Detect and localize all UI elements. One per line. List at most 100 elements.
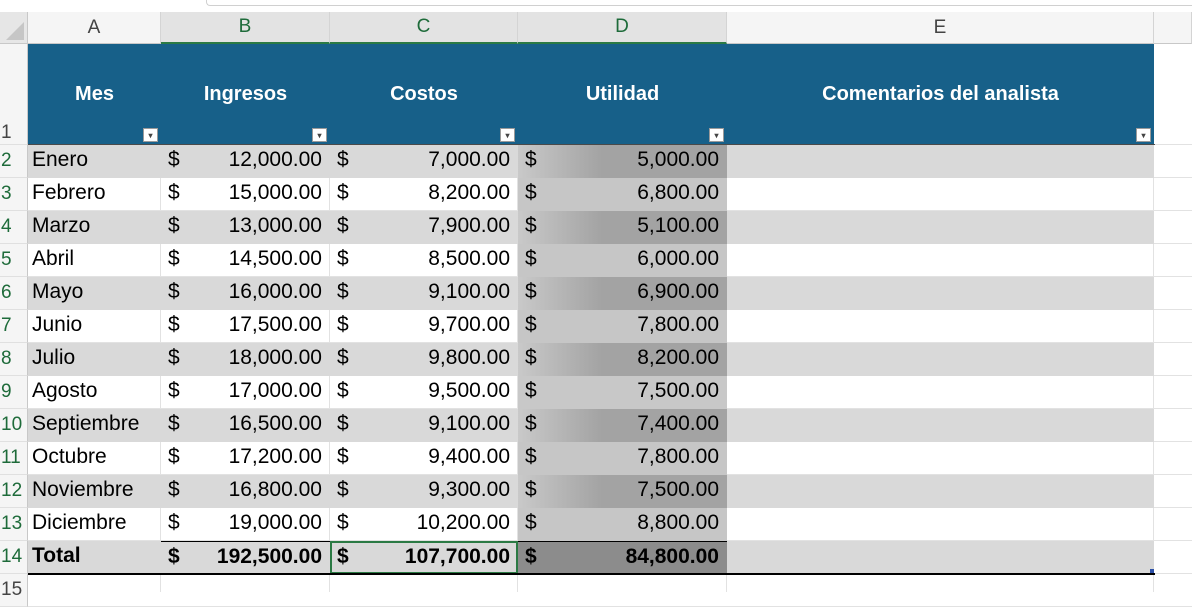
column-header-f[interactable] [1154,12,1192,44]
column-header-a[interactable]: A [28,12,161,44]
cell-costos[interactable]: $9,400.00 [330,442,518,475]
cell-costos[interactable]: $9,800.00 [330,343,518,376]
cell-comentarios[interactable] [727,145,1154,178]
cell-mes[interactable]: Mayo [28,277,161,310]
cell-comentarios[interactable] [727,508,1154,541]
cell-ingresos[interactable]: $13,000.00 [161,211,330,244]
cell-comentarios[interactable] [727,376,1154,409]
cell-utilidad[interactable]: $7,500.00 [518,376,727,409]
cell-utilidad[interactable]: $7,500.00 [518,475,727,508]
cell-ingresos[interactable]: $15,000.00 [161,178,330,211]
cell-mes[interactable]: Octubre [28,442,161,475]
cell-comentarios[interactable] [727,343,1154,376]
row-header-7[interactable]: 7 [0,310,28,343]
cell-comentarios[interactable] [727,409,1154,442]
row-header-13[interactable]: 13 [0,508,28,541]
filter-dropdown-icon[interactable]: ▾ [1136,128,1151,142]
cell-mes[interactable]: Noviembre [28,475,161,508]
cell-ingresos[interactable]: $16,500.00 [161,409,330,442]
table-resize-handle-icon[interactable] [1150,569,1154,573]
cell-mes[interactable]: Enero [28,145,161,178]
cell-comentarios[interactable] [727,310,1154,343]
cell-ingresos[interactable]: $19,000.00 [161,508,330,541]
cell-utilidad[interactable]: $5,000.00 [518,145,727,178]
cell-mes[interactable]: Total [28,541,161,574]
cell-utilidad[interactable]: $84,800.00 [518,541,727,574]
cell-utilidad[interactable]: $8,200.00 [518,343,727,376]
cell-mes[interactable]: Febrero [28,178,161,211]
cell-mes[interactable]: Diciembre [28,508,161,541]
column-header-c[interactable]: C [330,12,518,44]
table-header-mes[interactable]: Mes ▾ [28,44,161,145]
row-header-11[interactable]: 11 [0,442,28,475]
cell-ingresos[interactable]: $17,200.00 [161,442,330,475]
cell-ingresos[interactable]: $12,000.00 [161,145,330,178]
cell-mes[interactable]: Abril [28,244,161,277]
cell-costos[interactable]: $10,200.00 [330,508,518,541]
row-header-3[interactable]: 3 [0,178,28,211]
table-header-utilidad[interactable]: Utilidad ▾ [518,44,727,145]
amount-utilidad: 5,100.00 [637,214,719,237]
filter-dropdown-icon[interactable]: ▾ [709,128,724,142]
row-header-6[interactable]: 6 [0,277,28,310]
cell-costos[interactable]: $9,500.00 [330,376,518,409]
cell-utilidad[interactable]: $7,400.00 [518,409,727,442]
cell-comentarios[interactable] [727,178,1154,211]
cell-costos[interactable]: $8,500.00 [330,244,518,277]
cell-costos[interactable]: $7,000.00 [330,145,518,178]
row-header-8[interactable]: 8 [0,343,28,376]
cell-utilidad[interactable]: $6,800.00 [518,178,727,211]
row-header-9[interactable]: 9 [0,376,28,409]
cell-comentarios[interactable] [727,541,1154,574]
cell-utilidad[interactable]: $7,800.00 [518,310,727,343]
row-header-12[interactable]: 12 [0,475,28,508]
table-header-comentarios[interactable]: Comentarios del analista ▾ [727,44,1154,145]
cell-comentarios[interactable] [727,277,1154,310]
column-header-b[interactable]: B [161,12,330,44]
cell-ingresos[interactable]: $14,500.00 [161,244,330,277]
cell-ingresos[interactable]: $192,500.00 [161,541,330,574]
column-header-e[interactable]: E [727,12,1154,44]
cell-ingresos[interactable]: $16,000.00 [161,277,330,310]
cell-mes[interactable]: Julio [28,343,161,376]
formula-bar[interactable] [206,0,1192,6]
filter-dropdown-icon[interactable]: ▾ [143,128,158,142]
cell-utilidad[interactable]: $6,000.00 [518,244,727,277]
cell-comentarios[interactable] [727,244,1154,277]
cell-utilidad[interactable]: $5,100.00 [518,211,727,244]
cell-comentarios[interactable] [727,442,1154,475]
cell-ingresos[interactable]: $18,000.00 [161,343,330,376]
column-header-d[interactable]: D [518,12,727,44]
cell-mes[interactable]: Marzo [28,211,161,244]
table-header-ingresos[interactable]: Ingresos ▾ [161,44,330,145]
cell-costos[interactable]: $9,300.00 [330,475,518,508]
cell-utilidad[interactable]: $7,800.00 [518,442,727,475]
cell-costos[interactable]: $9,100.00 [330,277,518,310]
cell-comentarios[interactable] [727,475,1154,508]
row-header-14[interactable]: 14 [0,541,28,574]
filter-dropdown-icon[interactable]: ▾ [500,128,515,142]
cell-costos[interactable]: $7,900.00 [330,211,518,244]
cell-mes[interactable]: Agosto [28,376,161,409]
row-header-4[interactable]: 4 [0,211,28,244]
row-header-5[interactable]: 5 [0,244,28,277]
cell-ingresos[interactable]: $17,500.00 [161,310,330,343]
cell-comentarios[interactable] [727,211,1154,244]
cell-mes[interactable]: Junio [28,310,161,343]
cell-utilidad[interactable]: $6,900.00 [518,277,727,310]
table-header-costos[interactable]: Costos ▾ [330,44,518,145]
cell-costos[interactable]: $8,200.00 [330,178,518,211]
cell-mes[interactable]: Septiembre [28,409,161,442]
cell-utilidad[interactable]: $8,800.00 [518,508,727,541]
cell-ingresos[interactable]: $16,800.00 [161,475,330,508]
row-header-1[interactable]: 1 [0,44,28,145]
cell-ingresos[interactable]: $17,000.00 [161,376,330,409]
row-header-15[interactable]: 15 [0,574,28,607]
row-header-10[interactable]: 10 [0,409,28,442]
cell-costos[interactable]: $9,700.00 [330,310,518,343]
cell-costos[interactable]: $9,100.00 [330,409,518,442]
filter-dropdown-icon[interactable]: ▾ [312,128,327,142]
cell-costos[interactable]: $107,700.00 [330,541,518,574]
row-header-2[interactable]: 2 [0,145,28,178]
select-all-corner[interactable] [0,12,28,44]
